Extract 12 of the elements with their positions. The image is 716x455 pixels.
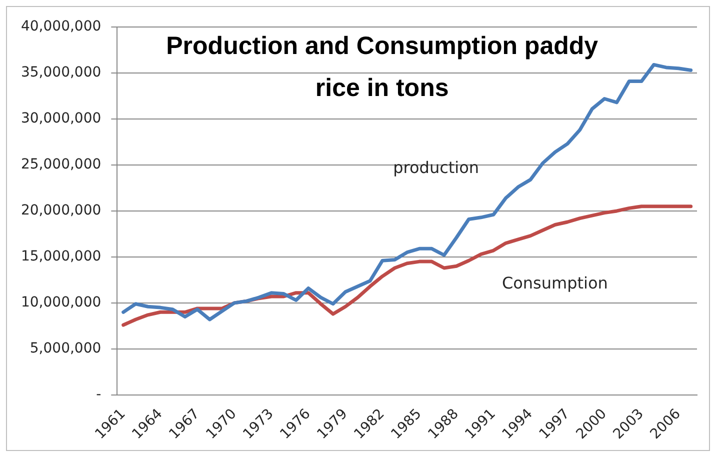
annotation: Consumption — [502, 274, 608, 293]
y-tick-label: 25,000,000 — [20, 156, 102, 173]
y-tick-label: 5,000,000 — [30, 340, 102, 357]
y-tick-label: 20,000,000 — [20, 202, 102, 219]
y-tick-label: - — [96, 386, 102, 403]
y-tick-label: 15,000,000 — [20, 248, 102, 265]
y-tick-label: 30,000,000 — [20, 110, 102, 127]
annotation: production — [393, 158, 480, 177]
y-tick-label: 35,000,000 — [20, 64, 102, 81]
y-tick-label: 10,000,000 — [20, 294, 102, 311]
text: Production and Consumption paddy rice in tons — [166, 32, 598, 102]
y-tick-label: 40,000,000 — [20, 18, 102, 35]
